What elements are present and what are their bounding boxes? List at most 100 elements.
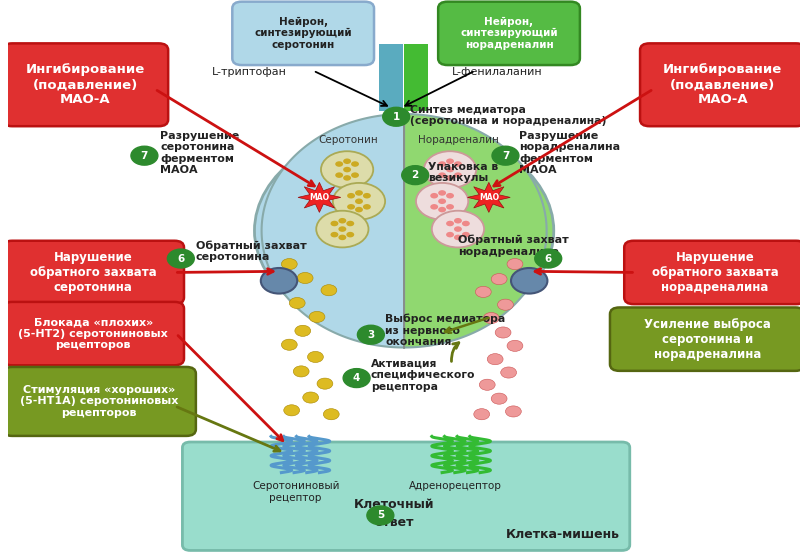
Text: Упаковка в
везикулы: Упаковка в везикулы <box>428 162 498 183</box>
Text: Разрушение
серотонина
ферментом
МАОА: Разрушение серотонина ферментом МАОА <box>160 131 239 175</box>
FancyBboxPatch shape <box>438 2 580 65</box>
Circle shape <box>495 327 511 338</box>
Circle shape <box>323 409 339 420</box>
FancyBboxPatch shape <box>2 241 184 304</box>
Text: ответ: ответ <box>375 516 414 529</box>
Circle shape <box>454 172 462 178</box>
Circle shape <box>446 204 454 210</box>
Circle shape <box>475 286 491 297</box>
Text: Клетка-мишень: Клетка-мишень <box>506 528 619 542</box>
FancyBboxPatch shape <box>640 43 800 126</box>
Circle shape <box>501 367 517 378</box>
Circle shape <box>343 369 370 388</box>
Circle shape <box>295 325 310 336</box>
Circle shape <box>424 151 476 188</box>
FancyBboxPatch shape <box>2 367 196 436</box>
Circle shape <box>446 193 454 198</box>
Circle shape <box>338 235 346 240</box>
Circle shape <box>438 198 446 204</box>
Circle shape <box>321 151 374 188</box>
Circle shape <box>338 218 346 224</box>
Circle shape <box>343 158 351 164</box>
Circle shape <box>351 172 359 178</box>
Circle shape <box>330 221 338 226</box>
Circle shape <box>282 339 298 350</box>
Circle shape <box>382 107 410 126</box>
Circle shape <box>507 259 523 270</box>
Text: Клеточный: Клеточный <box>354 498 435 512</box>
Circle shape <box>474 409 490 420</box>
Circle shape <box>462 232 470 237</box>
Circle shape <box>498 299 514 310</box>
Circle shape <box>492 146 519 165</box>
Text: Нейрон,
синтезирующий
серотонин: Нейрон, синтезирующий серотонин <box>254 17 352 50</box>
Circle shape <box>454 218 462 224</box>
Circle shape <box>534 249 562 268</box>
Circle shape <box>346 232 354 237</box>
Circle shape <box>363 193 371 198</box>
Circle shape <box>290 297 305 309</box>
Text: Нейрон,
синтезирующий
норадреналин: Нейрон, синтезирующий норадреналин <box>460 17 558 50</box>
Circle shape <box>330 232 338 237</box>
Circle shape <box>483 312 499 324</box>
Text: 2: 2 <box>411 170 419 180</box>
Circle shape <box>355 190 363 196</box>
Text: Стимуляция «хороших»
(5-НТ1А) серотониновых
рецепторов: Стимуляция «хороших» (5-НТ1А) серотонино… <box>20 385 178 418</box>
Text: Нарушение
обратного захвата
серотонина: Нарушение обратного захвата серотонина <box>30 251 157 294</box>
Circle shape <box>507 340 523 351</box>
Circle shape <box>302 392 318 403</box>
Circle shape <box>333 183 385 220</box>
Text: Адренорецептор: Адренорецептор <box>409 481 502 491</box>
Text: Активация
специфического
рецептора: Активация специфического рецептора <box>371 359 475 392</box>
FancyBboxPatch shape <box>2 43 168 126</box>
Circle shape <box>402 166 429 185</box>
Circle shape <box>363 204 371 210</box>
Circle shape <box>491 393 507 404</box>
Circle shape <box>454 235 462 240</box>
Polygon shape <box>467 182 510 212</box>
Circle shape <box>131 146 158 165</box>
Circle shape <box>506 406 522 417</box>
Circle shape <box>511 268 547 294</box>
Text: Ингибирование
(подавление)
МАО-А: Ингибирование (подавление) МАО-А <box>26 63 145 106</box>
Circle shape <box>294 366 309 377</box>
Text: 1: 1 <box>393 112 400 122</box>
Circle shape <box>438 161 446 167</box>
Text: Ингибирование
(подавление)
МАО-А: Ингибирование (подавление) МАО-А <box>663 63 782 106</box>
Circle shape <box>446 221 454 226</box>
Circle shape <box>355 207 363 212</box>
Circle shape <box>347 193 355 198</box>
Text: 7: 7 <box>502 151 509 161</box>
PathPatch shape <box>262 114 404 348</box>
Circle shape <box>446 167 454 172</box>
Polygon shape <box>298 182 341 212</box>
Text: Синтез медиатора
(серотонина и норадреналина): Синтез медиатора (серотонина и норадрена… <box>410 105 606 126</box>
Circle shape <box>343 167 351 172</box>
Circle shape <box>491 274 507 285</box>
PathPatch shape <box>404 114 546 348</box>
Circle shape <box>284 405 299 416</box>
Text: 7: 7 <box>141 151 148 161</box>
Circle shape <box>351 161 359 167</box>
Circle shape <box>454 226 462 232</box>
Circle shape <box>321 285 337 296</box>
Circle shape <box>430 193 438 198</box>
Circle shape <box>309 311 325 322</box>
Circle shape <box>367 506 394 525</box>
Circle shape <box>462 221 470 226</box>
Text: Норадреналин: Норадреналин <box>418 135 498 145</box>
Circle shape <box>282 259 298 270</box>
Circle shape <box>355 198 363 204</box>
Text: L-триптофан: L-триптофан <box>212 67 287 77</box>
Text: L-фенилаланин: L-фенилаланин <box>452 67 542 77</box>
Circle shape <box>167 249 194 268</box>
Text: МАО: МАО <box>478 193 499 202</box>
Circle shape <box>438 172 446 178</box>
Circle shape <box>347 204 355 210</box>
FancyBboxPatch shape <box>378 44 402 111</box>
Text: Усиление выброса
серотонина и
норадреналина: Усиление выброса серотонина и норадренал… <box>644 317 770 361</box>
FancyBboxPatch shape <box>232 2 374 65</box>
Text: МАО: МАО <box>310 193 330 202</box>
Text: Разрушение
норадреналина
ферментом
МАОА: Разрушение норадреналина ферментом МАОА <box>519 131 620 175</box>
Circle shape <box>479 379 495 390</box>
